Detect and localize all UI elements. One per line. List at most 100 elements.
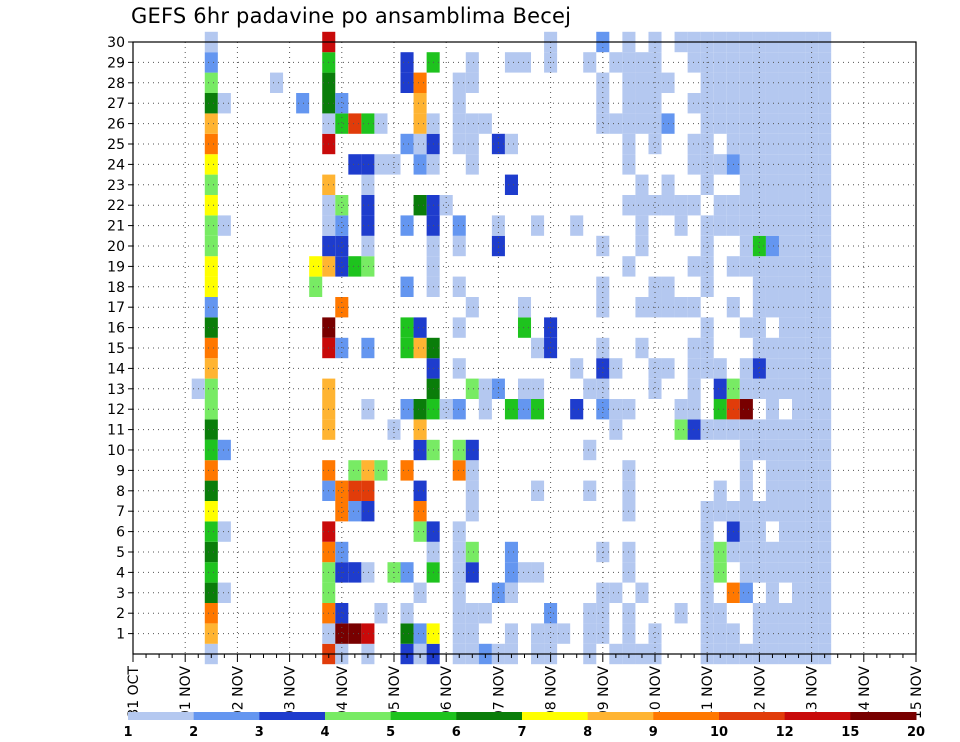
heatmap-cell xyxy=(739,133,753,155)
colorbar-label: 2 xyxy=(189,725,198,740)
heatmap-cell xyxy=(752,93,766,114)
heatmap-cell xyxy=(739,562,753,583)
heatmap-cell xyxy=(778,72,793,93)
heatmap-cell xyxy=(465,72,479,93)
heatmap-cell xyxy=(465,113,479,134)
heatmap-cell xyxy=(765,235,779,257)
heatmap-cell xyxy=(739,541,753,563)
heatmap-cell xyxy=(713,358,727,379)
heatmap-cell xyxy=(674,603,688,624)
heatmap-cell xyxy=(609,399,623,420)
heatmap-cell xyxy=(452,603,466,624)
heatmap-cell xyxy=(204,501,218,522)
heatmap-cell xyxy=(765,603,779,624)
heatmap-cell xyxy=(504,582,518,603)
heatmap-cell xyxy=(805,215,819,236)
heatmap-cell xyxy=(452,623,466,644)
heatmap-cell xyxy=(713,419,727,440)
heatmap-cell xyxy=(818,623,832,644)
heatmap-cell xyxy=(583,480,597,501)
heatmap-cell xyxy=(818,235,832,257)
colorbar-swatch xyxy=(390,712,457,720)
heatmap-cell xyxy=(700,521,714,542)
heatmap-cell xyxy=(609,358,623,379)
heatmap-cell xyxy=(778,195,793,216)
y-tick-label: 17 xyxy=(107,300,125,316)
heatmap-cell xyxy=(452,93,466,114)
heatmap-cell xyxy=(805,133,819,155)
heatmap-cell xyxy=(765,154,779,175)
heatmap-cell xyxy=(713,113,727,134)
y-tick-label: 24 xyxy=(107,157,125,173)
x-tick-label: 14 NOV xyxy=(857,666,873,720)
heatmap-cell xyxy=(204,215,218,236)
heatmap-cell xyxy=(204,52,218,73)
heatmap-cell xyxy=(648,113,662,134)
y-tick-label: 30 xyxy=(107,35,125,51)
heatmap-cell xyxy=(805,256,819,277)
heatmap-cell xyxy=(400,603,414,624)
heatmap-cell xyxy=(517,562,532,583)
heatmap-cell xyxy=(713,562,727,583)
heatmap-cell xyxy=(818,541,832,563)
heatmap-cell xyxy=(818,297,832,318)
heatmap-cell xyxy=(818,439,832,461)
heatmap-cell xyxy=(765,72,779,93)
heatmap-cell xyxy=(805,399,819,420)
y-tick-label: 6 xyxy=(116,525,125,541)
heatmap-cell xyxy=(204,276,218,297)
heatmap-cell xyxy=(713,480,727,501)
heatmap-cell xyxy=(531,480,545,501)
heatmap-cell xyxy=(739,52,753,73)
heatmap-cell xyxy=(818,603,832,624)
heatmap-cell xyxy=(465,133,479,155)
heatmap-cell xyxy=(687,93,701,114)
heatmap-cell xyxy=(805,521,819,542)
heatmap-cell xyxy=(531,623,545,644)
heatmap-cell xyxy=(778,276,793,297)
heatmap-cell xyxy=(818,93,832,114)
heatmap-cell xyxy=(778,93,793,114)
heatmap-cell xyxy=(335,93,349,114)
heatmap-cell xyxy=(778,460,793,481)
heatmap-cell xyxy=(531,215,545,236)
colorbar-label: 20 xyxy=(907,725,925,740)
heatmap-cell xyxy=(700,174,714,195)
heatmap-cell xyxy=(465,52,479,73)
heatmap-cell xyxy=(596,358,610,379)
heatmap-cell xyxy=(739,235,753,257)
heatmap-cell xyxy=(204,72,218,93)
heatmap-cell xyxy=(348,562,362,583)
heatmap-cell xyxy=(687,297,701,318)
x-tick-label: 05 NOV xyxy=(387,666,403,720)
heatmap-cell xyxy=(452,133,466,155)
heatmap-cell xyxy=(452,582,466,603)
heatmap-cell xyxy=(805,419,819,440)
heatmap-cell xyxy=(765,93,779,114)
heatmap-cell xyxy=(635,195,649,216)
heatmap-cell xyxy=(713,541,727,563)
heatmap-cell xyxy=(348,256,362,277)
heatmap-cell xyxy=(583,623,597,644)
heatmap-cell xyxy=(752,603,766,624)
colorbar-label: 15 xyxy=(841,725,859,740)
y-tick-label: 13 xyxy=(107,382,125,398)
heatmap-cell xyxy=(805,154,819,175)
y-tick-label: 21 xyxy=(107,219,125,235)
heatmap-cell xyxy=(805,174,819,195)
colorbar: 1 2 3 4 5 6 7 8 9 10 12 15 20 xyxy=(123,712,925,740)
heatmap-cell xyxy=(648,133,662,155)
colorbar-label: 9 xyxy=(649,725,658,740)
heatmap-cell xyxy=(204,93,218,114)
heatmap-cell xyxy=(413,439,427,461)
heatmap-cell xyxy=(374,603,388,624)
heatmap-cell xyxy=(739,501,753,522)
heatmap-cell xyxy=(609,419,623,440)
heatmap-cell xyxy=(674,215,688,236)
heatmap-cell xyxy=(400,215,414,236)
heatmap-cell xyxy=(818,378,832,399)
heatmap-cell xyxy=(739,582,753,603)
heatmap-cell xyxy=(361,399,375,420)
heatmap-cell xyxy=(752,419,766,440)
colorbar-swatch xyxy=(456,712,523,720)
